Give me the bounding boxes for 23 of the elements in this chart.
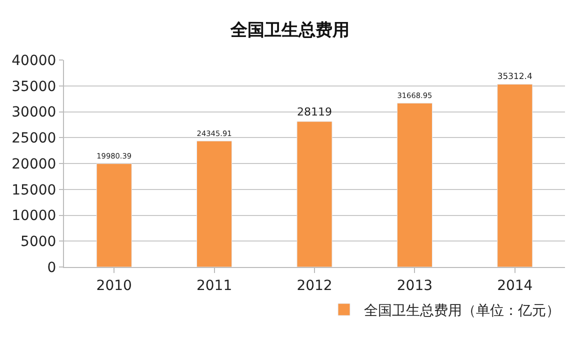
y-tick-label: 25000 [12, 130, 56, 147]
x-tick-label: 2010 [96, 278, 132, 294]
data-label: 28119 [296, 105, 332, 118]
y-tick-label: 15000 [12, 182, 56, 198]
y-tick-label: 5000 [20, 234, 56, 250]
y-tick-label: 20000 [12, 156, 56, 172]
bar [96, 163, 132, 267]
data-label: 35312.4 [497, 70, 532, 81]
y-tick-label: 35000 [12, 78, 56, 95]
x-tick-label: 2013 [396, 278, 433, 294]
bar [196, 140, 232, 267]
chart-title: 全国卫生总费用 [230, 20, 350, 41]
bar [497, 84, 533, 267]
x-tick-label: 2014 [497, 278, 533, 294]
bar [296, 121, 332, 267]
y-tick-label: 30000 [12, 104, 56, 121]
legend-label: 全国卫生总费用（单位：亿元） [364, 302, 560, 319]
x-tick-label: 2012 [296, 278, 332, 294]
bar [396, 102, 432, 267]
y-tick-label: 0 [47, 260, 56, 276]
x-tick-label: 2011 [196, 278, 232, 294]
y-tick-label: 40000 [12, 52, 56, 69]
y-tick-label: 10000 [12, 208, 56, 224]
